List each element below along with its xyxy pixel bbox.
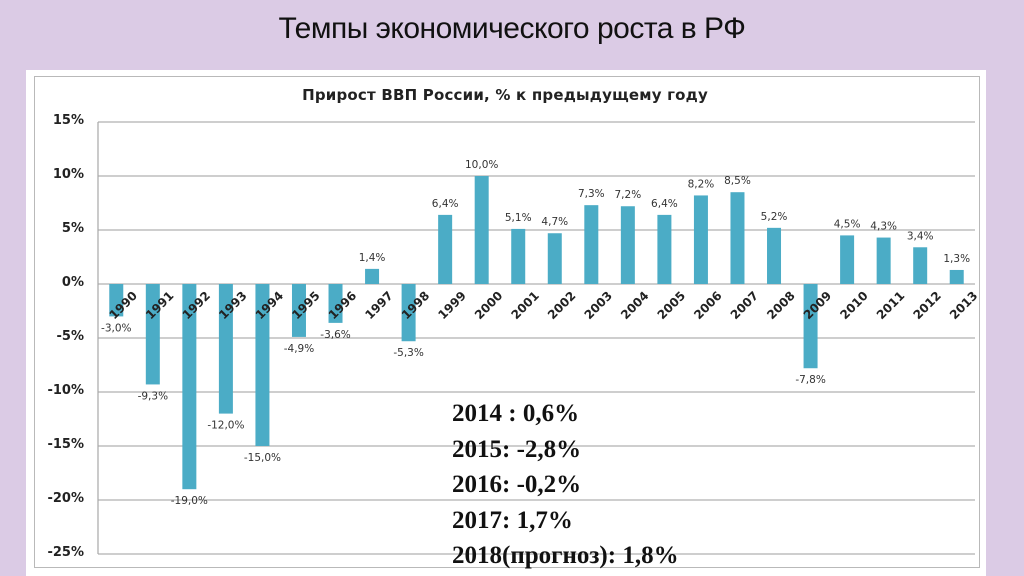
data-label: 3,4% (907, 230, 934, 242)
data-label: -3,6% (320, 329, 350, 341)
x-tick-label: 1999 (435, 289, 469, 323)
bar-2004 (620, 206, 635, 284)
data-label: 6,4% (432, 198, 459, 210)
chart-title: Прирост ВВП России, % к предыдущему году (302, 86, 708, 104)
x-tick-label: 2004 (618, 289, 652, 323)
bar-2012 (913, 247, 928, 284)
data-label: -19,0% (171, 495, 208, 507)
bar-1999 (438, 214, 453, 284)
bar-2008 (767, 227, 782, 284)
bar-2002 (547, 233, 562, 284)
annotation-line-2017: 2017: 1,7% (452, 506, 573, 534)
x-tick-label: 2013 (947, 289, 981, 323)
x-tick-label: 2008 (764, 289, 798, 323)
data-label: 8,5% (724, 175, 751, 187)
bar-1993 (218, 284, 233, 414)
y-tick-label: -5% (56, 329, 84, 344)
data-label: -9,3% (138, 390, 168, 402)
data-label: 4,7% (541, 216, 568, 228)
data-label: -7,8% (795, 374, 825, 386)
data-label: 1,3% (943, 253, 970, 265)
y-tick-label: -25% (47, 545, 84, 560)
y-tick-label: 0% (61, 275, 84, 290)
x-tick-label: 2006 (691, 289, 725, 323)
x-tick-label: 1997 (362, 289, 396, 323)
x-tick-label: 2001 (508, 289, 542, 323)
data-label: -12,0% (207, 420, 244, 432)
annotation-line-2018: 2018(прогноз): 1,8% (452, 542, 679, 569)
annotation-line-2014: 2014 : 0,6% (452, 400, 580, 427)
bar-2007 (730, 192, 745, 284)
y-tick-label: -20% (47, 491, 84, 506)
bar-1990 (109, 284, 124, 317)
bar-1992 (182, 284, 197, 490)
data-label: -3,0% (101, 322, 131, 334)
slide-title: Темпы экономического роста в РФ (278, 12, 747, 45)
data-label: 10,0% (465, 159, 498, 171)
bar-1991 (145, 284, 160, 385)
data-label: 7,3% (578, 188, 605, 200)
bar-2009 (803, 284, 818, 369)
x-tick-label: 2002 (545, 289, 579, 323)
y-tick-label: -15% (47, 437, 84, 452)
bar-2001 (511, 228, 526, 284)
data-label: 8,2% (688, 178, 715, 190)
bar-2010 (840, 235, 855, 284)
annotation-line-2016: 2016: -0,2% (452, 471, 582, 498)
y-tick-label: 15% (52, 113, 84, 128)
data-label: 5,1% (505, 212, 532, 224)
bar-1995 (291, 284, 306, 337)
data-label: 5,2% (761, 211, 788, 223)
bar-2005 (657, 214, 672, 284)
y-tick-label: -10% (47, 383, 84, 398)
data-label: 1,4% (359, 252, 386, 264)
y-tick-label: 10% (52, 167, 84, 182)
bar-1998 (401, 284, 416, 342)
data-label: 4,3% (870, 221, 897, 233)
bar-2006 (693, 195, 708, 284)
y-tick-label: 5% (61, 221, 84, 236)
data-label: 6,4% (651, 198, 678, 210)
x-tick-label: 2007 (728, 289, 762, 323)
data-label: -4,9% (284, 343, 314, 355)
bar-2013 (949, 269, 964, 284)
bar-1996 (328, 284, 343, 323)
x-tick-label: 2005 (655, 289, 689, 323)
x-tick-label: 2012 (910, 289, 944, 323)
bar-1997 (365, 268, 380, 284)
data-label: -15,0% (244, 452, 281, 464)
bar-2000 (474, 176, 489, 284)
data-label: 7,2% (615, 189, 642, 201)
annotation-box: 2014 : 0,6% 2015: -2,8% 2016: -0,2% 2017… (452, 396, 772, 574)
annotation-line-2015: 2015: -2,8% (452, 435, 582, 463)
bar-1994 (255, 284, 270, 446)
bar-2003 (584, 205, 599, 284)
x-tick-label: 2010 (837, 289, 871, 323)
data-label: 4,5% (834, 218, 861, 230)
x-tick-label: 2000 (472, 289, 506, 323)
x-tick-label: 2003 (582, 289, 616, 323)
bar-2011 (876, 237, 891, 284)
data-label: -5,3% (393, 347, 423, 359)
x-tick-label: 2011 (874, 289, 908, 323)
